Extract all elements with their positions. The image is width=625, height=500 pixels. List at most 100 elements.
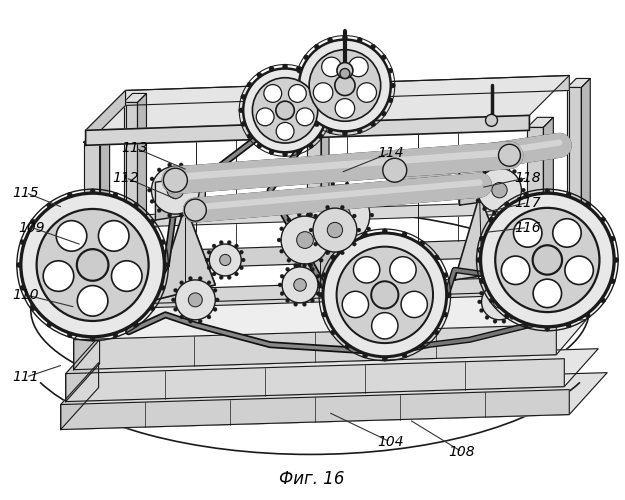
Circle shape xyxy=(319,292,324,298)
Polygon shape xyxy=(568,88,581,237)
Circle shape xyxy=(381,111,386,116)
Polygon shape xyxy=(307,128,329,136)
Circle shape xyxy=(184,199,206,221)
Circle shape xyxy=(324,122,329,126)
Circle shape xyxy=(476,258,481,262)
Polygon shape xyxy=(126,76,569,106)
Circle shape xyxy=(47,203,52,208)
Circle shape xyxy=(349,57,368,76)
Circle shape xyxy=(279,227,284,231)
Circle shape xyxy=(319,258,323,262)
Circle shape xyxy=(337,62,353,78)
Polygon shape xyxy=(86,252,126,310)
Circle shape xyxy=(501,256,530,284)
Circle shape xyxy=(519,178,523,182)
Circle shape xyxy=(286,298,289,302)
Circle shape xyxy=(335,76,355,96)
Polygon shape xyxy=(86,90,126,146)
Circle shape xyxy=(294,83,299,88)
Circle shape xyxy=(313,83,333,102)
Circle shape xyxy=(234,272,238,276)
Circle shape xyxy=(516,308,519,312)
Circle shape xyxy=(239,108,244,113)
Circle shape xyxy=(209,244,241,276)
Circle shape xyxy=(68,192,72,198)
Circle shape xyxy=(298,213,301,216)
Circle shape xyxy=(340,68,350,78)
Text: 118: 118 xyxy=(514,170,541,184)
Circle shape xyxy=(163,168,188,192)
Circle shape xyxy=(219,240,223,244)
Circle shape xyxy=(213,288,217,292)
Circle shape xyxy=(243,68,327,152)
Circle shape xyxy=(213,308,217,312)
Circle shape xyxy=(502,320,506,324)
Circle shape xyxy=(492,212,496,216)
Circle shape xyxy=(289,84,306,102)
Circle shape xyxy=(309,228,313,232)
Circle shape xyxy=(479,291,484,295)
Circle shape xyxy=(316,292,320,296)
Circle shape xyxy=(326,250,331,254)
Circle shape xyxy=(357,128,362,134)
Circle shape xyxy=(532,246,562,274)
Polygon shape xyxy=(156,205,215,300)
Circle shape xyxy=(150,306,155,311)
Circle shape xyxy=(328,222,342,238)
Polygon shape xyxy=(66,358,564,402)
Polygon shape xyxy=(86,277,529,310)
Circle shape xyxy=(341,206,344,210)
Circle shape xyxy=(164,262,169,268)
Circle shape xyxy=(280,274,284,278)
Circle shape xyxy=(179,280,184,284)
Circle shape xyxy=(302,264,306,268)
Circle shape xyxy=(264,84,282,102)
Circle shape xyxy=(566,323,571,328)
Circle shape xyxy=(98,220,129,251)
Circle shape xyxy=(282,267,318,303)
Text: 112: 112 xyxy=(112,170,139,184)
Circle shape xyxy=(308,144,313,148)
Circle shape xyxy=(388,98,393,102)
Circle shape xyxy=(314,44,319,49)
Circle shape xyxy=(382,356,388,361)
Circle shape xyxy=(16,262,21,268)
Circle shape xyxy=(294,302,298,306)
Circle shape xyxy=(111,261,142,292)
Circle shape xyxy=(504,313,509,318)
Circle shape xyxy=(331,182,335,186)
Circle shape xyxy=(287,218,291,222)
Circle shape xyxy=(302,302,306,306)
Polygon shape xyxy=(528,128,543,277)
Circle shape xyxy=(545,188,550,194)
Circle shape xyxy=(31,306,36,311)
Circle shape xyxy=(179,315,184,319)
Circle shape xyxy=(168,214,172,218)
Polygon shape xyxy=(102,201,546,228)
Circle shape xyxy=(296,66,301,71)
Circle shape xyxy=(228,240,231,244)
Circle shape xyxy=(314,122,319,126)
Circle shape xyxy=(253,78,318,143)
Circle shape xyxy=(358,188,362,192)
Circle shape xyxy=(362,232,368,236)
Circle shape xyxy=(304,111,309,116)
Circle shape xyxy=(370,213,374,217)
Circle shape xyxy=(533,279,562,308)
Polygon shape xyxy=(138,94,146,252)
Circle shape xyxy=(241,94,246,100)
Circle shape xyxy=(134,203,139,208)
Circle shape xyxy=(326,251,329,255)
Polygon shape xyxy=(84,142,99,292)
Polygon shape xyxy=(543,118,553,277)
Circle shape xyxy=(197,200,201,203)
Circle shape xyxy=(296,108,314,126)
Circle shape xyxy=(309,213,312,216)
Polygon shape xyxy=(321,128,329,285)
Circle shape xyxy=(90,336,95,341)
Circle shape xyxy=(516,291,519,295)
Circle shape xyxy=(269,150,274,154)
Circle shape xyxy=(478,168,521,212)
Circle shape xyxy=(322,272,327,278)
Circle shape xyxy=(335,98,354,118)
